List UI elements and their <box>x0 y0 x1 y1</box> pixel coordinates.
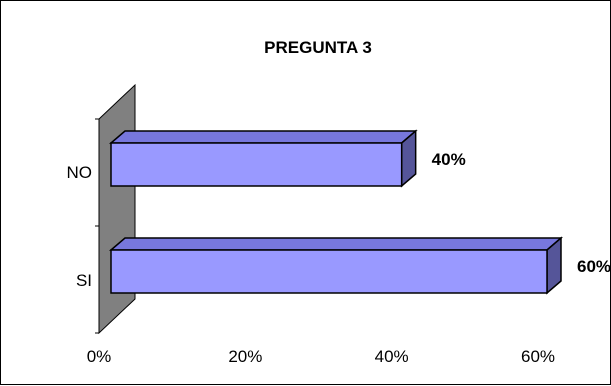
category-label-no: NO <box>67 163 93 182</box>
data-label-no: 40% <box>432 150 466 169</box>
bars-group: 40% NO 60% SI <box>67 131 611 293</box>
bar-no <box>111 143 402 186</box>
x-tick-label: 0% <box>87 347 112 366</box>
chart-title: PREGUNTA 3 <box>264 38 372 57</box>
x-tick-label: 60% <box>521 347 555 366</box>
bar-no-top <box>111 131 416 143</box>
left-wall <box>99 85 135 333</box>
category-label-si: SI <box>76 271 92 290</box>
bar-si-top <box>111 238 561 250</box>
x-tick-label: 40% <box>375 347 409 366</box>
x-tick-label: 20% <box>228 347 262 366</box>
bar-si <box>111 250 547 293</box>
data-label-si: 60% <box>577 257 611 276</box>
